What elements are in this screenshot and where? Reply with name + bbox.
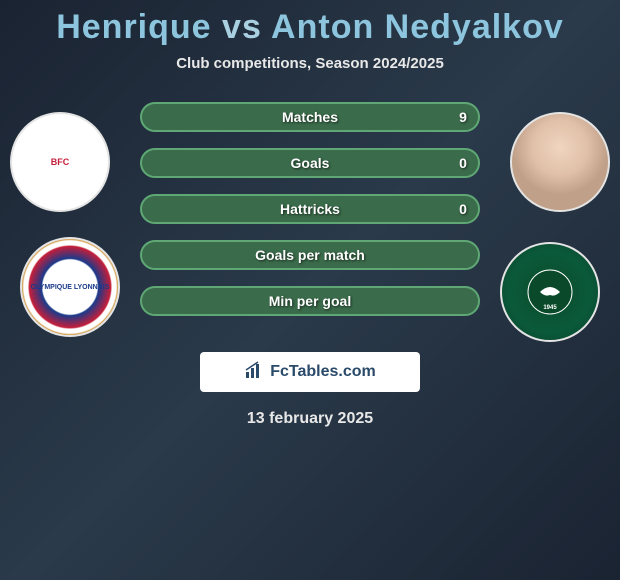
player2-avatar	[510, 112, 610, 212]
footer-date: 13 february 2025	[0, 410, 620, 428]
lyon-icon: OLYMPIQUE LYONNAIS	[22, 239, 118, 335]
stat-row-min-per-goal: Min per goal	[140, 286, 480, 316]
vs-label: vs	[222, 8, 262, 46]
stat-row-hattricks: Hattricks 0	[140, 194, 480, 224]
stat-label: Goals per match	[172, 247, 448, 263]
stats-area: BFC OLYMPIQUE LYONNAIS 1945 Matches 9 Go…	[0, 102, 620, 342]
brand-badge[interactable]: FcTables.com	[200, 352, 420, 392]
stat-rows: Matches 9 Goals 0 Hattricks 0 Goals per …	[140, 102, 480, 316]
badge-text: OLYMPIQUE LYONNAIS	[31, 284, 110, 291]
player2-name: Anton Nedyalkov	[271, 8, 564, 46]
stat-label: Goals	[172, 155, 448, 171]
eagle-icon: 1945	[525, 267, 575, 317]
stat-row-goals-per-match: Goals per match	[140, 240, 480, 270]
stat-label: Min per goal	[172, 293, 448, 309]
player1-club-badge: OLYMPIQUE LYONNAIS	[20, 237, 120, 337]
ludogorets-icon: 1945	[502, 244, 598, 340]
brand-text: FcTables.com	[270, 363, 376, 381]
player1-name: Henrique	[56, 8, 211, 46]
stat-label: Matches	[172, 109, 448, 125]
stat-right-value: 0	[448, 201, 478, 217]
stat-row-goals: Goals 0	[140, 148, 480, 178]
page-title: Henrique vs Anton Nedyalkov	[0, 0, 620, 47]
stat-label: Hattricks	[172, 201, 448, 217]
chart-icon	[244, 360, 264, 385]
badge-text: BFC	[51, 157, 70, 167]
player1-avatar: BFC	[10, 112, 110, 212]
player1-club-icon: BFC	[12, 114, 108, 210]
svg-text:1945: 1945	[543, 305, 557, 311]
player2-club-badge: 1945	[500, 242, 600, 342]
stat-right-value: 9	[448, 109, 478, 125]
stat-row-matches: Matches 9	[140, 102, 480, 132]
subtitle: Club competitions, Season 2024/2025	[0, 55, 620, 72]
stat-right-value: 0	[448, 155, 478, 171]
player2-photo-icon	[512, 114, 608, 210]
